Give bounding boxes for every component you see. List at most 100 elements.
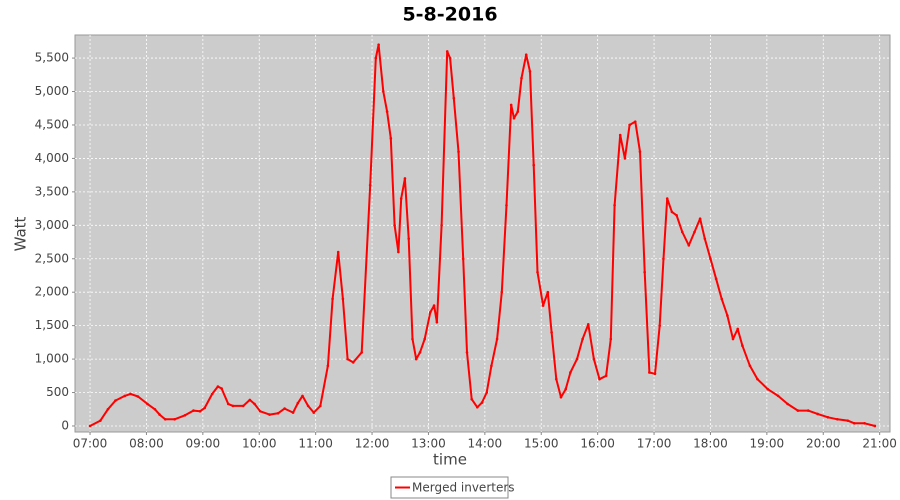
x-axis-label: time	[433, 451, 467, 469]
x-tick-label: 09:00	[186, 437, 221, 451]
x-tick-label: 08:00	[129, 437, 164, 451]
data-point	[546, 290, 550, 294]
data-point	[331, 297, 334, 301]
data-point	[806, 409, 810, 412]
data-point	[291, 411, 295, 414]
data-point	[709, 257, 712, 261]
data-point	[183, 413, 187, 417]
data-point	[852, 422, 856, 425]
data-point	[203, 406, 207, 410]
data-point	[586, 323, 590, 326]
data-point	[554, 377, 558, 381]
data-point	[423, 337, 426, 341]
x-tick-label: 12:00	[355, 437, 390, 451]
data-point	[99, 419, 102, 422]
data-point	[592, 357, 596, 361]
data-point	[296, 401, 300, 405]
data-point	[114, 399, 117, 402]
x-tick-label: 11:00	[298, 437, 333, 451]
data-point	[336, 250, 340, 254]
data-point	[613, 203, 616, 207]
data-point	[541, 304, 545, 307]
data-point	[505, 203, 508, 207]
data-point	[448, 56, 452, 60]
data-point	[665, 197, 669, 200]
data-point	[516, 110, 520, 113]
data-point	[326, 364, 330, 368]
data-point	[319, 404, 322, 408]
data-point	[173, 417, 176, 421]
data-point	[564, 387, 567, 391]
y-tick-label: 500	[46, 385, 69, 399]
data-point	[432, 304, 436, 307]
y-axis-label: Watt	[12, 216, 30, 251]
x-tick-label: 15:00	[524, 437, 559, 451]
data-point	[509, 103, 513, 107]
chart-title: 5-8-2016	[402, 4, 497, 26]
data-point	[226, 402, 230, 406]
data-point	[623, 157, 627, 160]
data-point	[680, 230, 684, 234]
x-tick-label: 16:00	[580, 437, 615, 451]
data-point	[520, 76, 523, 80]
data-point	[736, 327, 740, 331]
data-point	[826, 415, 830, 419]
data-point	[248, 398, 252, 402]
legend-label: Merged inverters	[412, 481, 515, 495]
x-tick-label: 21:00	[862, 437, 897, 451]
data-point	[863, 422, 866, 425]
data-point	[377, 43, 380, 46]
data-point	[258, 409, 262, 413]
y-tick-label: 3,000	[35, 218, 69, 232]
data-point	[658, 324, 661, 327]
data-point	[276, 411, 280, 415]
data-point	[411, 337, 414, 341]
x-tick-label: 10:00	[242, 437, 277, 451]
data-point	[136, 395, 140, 398]
data-point	[414, 357, 418, 361]
data-point	[726, 314, 729, 317]
data-point	[341, 297, 345, 301]
data-point	[480, 401, 484, 404]
data-point	[146, 402, 149, 406]
data-point	[123, 394, 127, 398]
y-tick-label: 4,000	[35, 151, 69, 165]
data-point	[836, 417, 839, 421]
data-point	[703, 237, 707, 240]
x-tick-label: 14:00	[468, 437, 503, 451]
data-point	[766, 387, 770, 391]
data-point	[653, 372, 657, 376]
data-point	[407, 237, 411, 240]
data-point	[662, 257, 665, 261]
x-tick-label: 13:00	[411, 437, 446, 451]
data-point	[628, 123, 631, 127]
data-point	[397, 250, 400, 254]
data-point	[698, 217, 702, 220]
data-point	[301, 394, 304, 398]
data-point	[210, 392, 214, 396]
data-point	[500, 290, 504, 294]
data-point	[351, 361, 355, 364]
legend	[390, 476, 509, 499]
data-point	[598, 377, 601, 381]
x-tick-label: 17:00	[637, 437, 672, 451]
data-point	[786, 402, 789, 406]
data-point	[418, 351, 422, 354]
data-point	[374, 56, 378, 60]
data-point	[163, 417, 167, 421]
data-point	[693, 230, 696, 234]
data-point	[846, 419, 849, 422]
data-point	[741, 344, 744, 348]
plot-area	[74, 34, 891, 433]
data-point	[528, 70, 532, 73]
data-point	[158, 413, 161, 416]
data-point	[389, 137, 393, 140]
x-tick-label: 19:00	[750, 437, 785, 451]
data-point	[241, 404, 245, 408]
data-point	[429, 310, 432, 314]
data-point	[490, 364, 493, 368]
data-point	[756, 377, 759, 381]
data-point	[393, 224, 396, 227]
data-point	[731, 337, 735, 341]
data-point	[440, 224, 443, 227]
